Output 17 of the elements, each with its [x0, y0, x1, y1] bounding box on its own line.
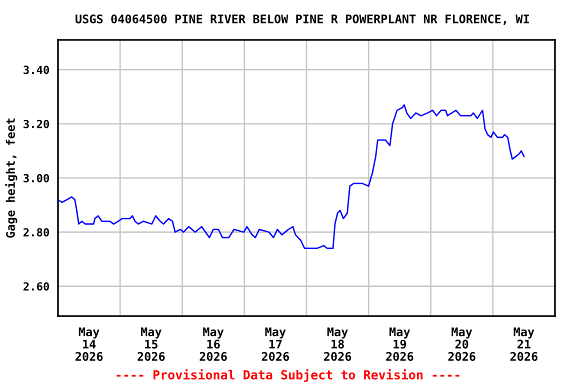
- text: ---- Provisional Data Subject to Revision ----: [116, 369, 460, 382]
- y-tick-label: 3.40: [24, 66, 50, 74]
- x-tick-label: May 16 2026: [200, 328, 227, 361]
- x-tick-label: May 18 2026: [324, 328, 352, 361]
- y-tick-label: 3.20: [24, 120, 50, 128]
- y-axis-title: Gage height, feet: [5, 118, 18, 238]
- x-tick-label: May 20 2026: [448, 328, 476, 361]
- x-tick-label: May 19 2026: [386, 328, 414, 361]
- x-tick-label: May 21 2026: [510, 328, 538, 361]
- x-tick-label: May 17 2026: [262, 328, 290, 361]
- chart-title: USGS 04064500 PINE RIVER BELOW PINE R POWERPLANT NR FLORENCE, WI: [76, 14, 529, 25]
- y-tick-label: 2.60: [24, 282, 50, 291]
- x-tick-label: May 15 2026: [138, 328, 165, 361]
- line-series: [58, 104, 525, 250]
- y-tick-label: 3.00: [24, 174, 50, 182]
- y-tick-label: 2.80: [24, 228, 50, 236]
- x-tick-label: May 14 2026: [76, 328, 103, 361]
